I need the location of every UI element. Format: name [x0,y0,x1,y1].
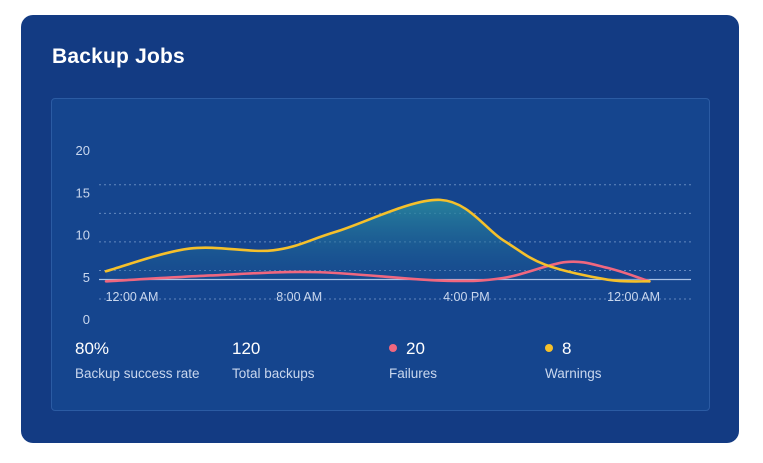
y-tick-label: 15 [76,185,90,200]
success-rate-label: Backup success rate [75,366,200,381]
backup-jobs-chart: 0 5 10 15 20 12:00 AM 8:00 AM 4:00 PM 12:00 AM [76,143,691,327]
failures-dot-icon [389,344,397,352]
x-tick-label: 4:00 PM [443,290,490,304]
success-rate-value: 80% [75,339,110,358]
x-tick-label: 12:00 AM [106,290,159,304]
stat-total-backups: 120 Total backups [232,339,315,381]
total-backups-value: 120 [232,339,261,358]
warnings-label: Warnings [545,366,602,381]
y-tick-label: 0 [83,312,90,327]
failures-value: 20 [406,339,425,358]
stat-failures: 20 Failures [389,339,437,381]
x-tick-label: 12:00 AM [607,290,660,304]
card-title: Backup Jobs [52,45,185,68]
stat-success-rate: 80% Backup success rate [75,339,200,381]
warnings-series-line [104,198,651,283]
warnings-value: 8 [562,339,572,358]
x-tick-label: 8:00 AM [276,290,322,304]
total-backups-label: Total backups [232,366,315,381]
y-tick-label: 20 [76,143,90,158]
backup-jobs-card: Backup Jobs 0 5 10 15 20 12:00 AM 8:00 AM 4:00 … [21,15,739,443]
chart-panel: 0 5 10 15 20 12:00 AM 8:00 AM 4:00 PM 12:00 AM 8… [51,98,710,411]
warnings-dot-icon [545,344,553,352]
y-tick-label: 5 [83,270,90,285]
warnings-area [106,199,650,282]
y-tick-label: 10 [76,228,90,243]
stat-warnings: 8 Warnings [545,339,602,381]
failures-label: Failures [389,366,438,381]
failures-series-line [104,260,651,283]
